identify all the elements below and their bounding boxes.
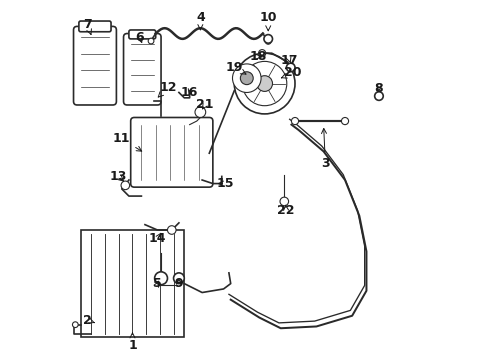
- Text: 10: 10: [260, 11, 277, 31]
- Text: 20: 20: [281, 66, 302, 79]
- Circle shape: [342, 117, 348, 125]
- FancyBboxPatch shape: [74, 26, 117, 105]
- Text: 5: 5: [153, 277, 162, 290]
- Circle shape: [375, 92, 383, 100]
- Text: 4: 4: [196, 11, 205, 30]
- Circle shape: [287, 63, 295, 72]
- Text: 9: 9: [174, 277, 183, 290]
- Text: 16: 16: [181, 86, 198, 99]
- Circle shape: [280, 197, 289, 206]
- Text: 19: 19: [225, 61, 246, 74]
- FancyBboxPatch shape: [131, 117, 213, 187]
- Circle shape: [155, 272, 168, 285]
- Circle shape: [232, 64, 261, 93]
- FancyBboxPatch shape: [129, 30, 156, 39]
- Text: 17: 17: [281, 54, 298, 67]
- Text: 2: 2: [83, 314, 95, 327]
- Circle shape: [195, 107, 206, 117]
- Text: 1: 1: [128, 333, 137, 351]
- Circle shape: [168, 226, 176, 234]
- Circle shape: [292, 117, 298, 125]
- Text: 13: 13: [109, 170, 127, 183]
- FancyBboxPatch shape: [123, 33, 161, 105]
- Text: 14: 14: [149, 233, 166, 246]
- Text: 8: 8: [375, 82, 383, 95]
- Circle shape: [264, 35, 272, 43]
- FancyBboxPatch shape: [79, 21, 111, 32]
- Circle shape: [266, 39, 271, 44]
- Circle shape: [234, 53, 295, 114]
- Circle shape: [173, 273, 184, 284]
- Text: 18: 18: [250, 50, 267, 63]
- Text: 12: 12: [158, 81, 177, 97]
- Text: 6: 6: [135, 31, 144, 44]
- Text: 22: 22: [277, 204, 295, 217]
- Circle shape: [148, 38, 154, 44]
- Text: 21: 21: [196, 99, 214, 112]
- Circle shape: [73, 322, 78, 328]
- Text: 3: 3: [321, 129, 330, 170]
- Circle shape: [257, 76, 272, 91]
- Circle shape: [241, 72, 253, 85]
- Circle shape: [243, 62, 287, 106]
- Circle shape: [259, 50, 266, 57]
- Bar: [81, 230, 184, 337]
- Text: 7: 7: [83, 18, 92, 35]
- Text: 11: 11: [113, 132, 142, 151]
- Circle shape: [121, 181, 130, 190]
- Text: 15: 15: [217, 177, 234, 190]
